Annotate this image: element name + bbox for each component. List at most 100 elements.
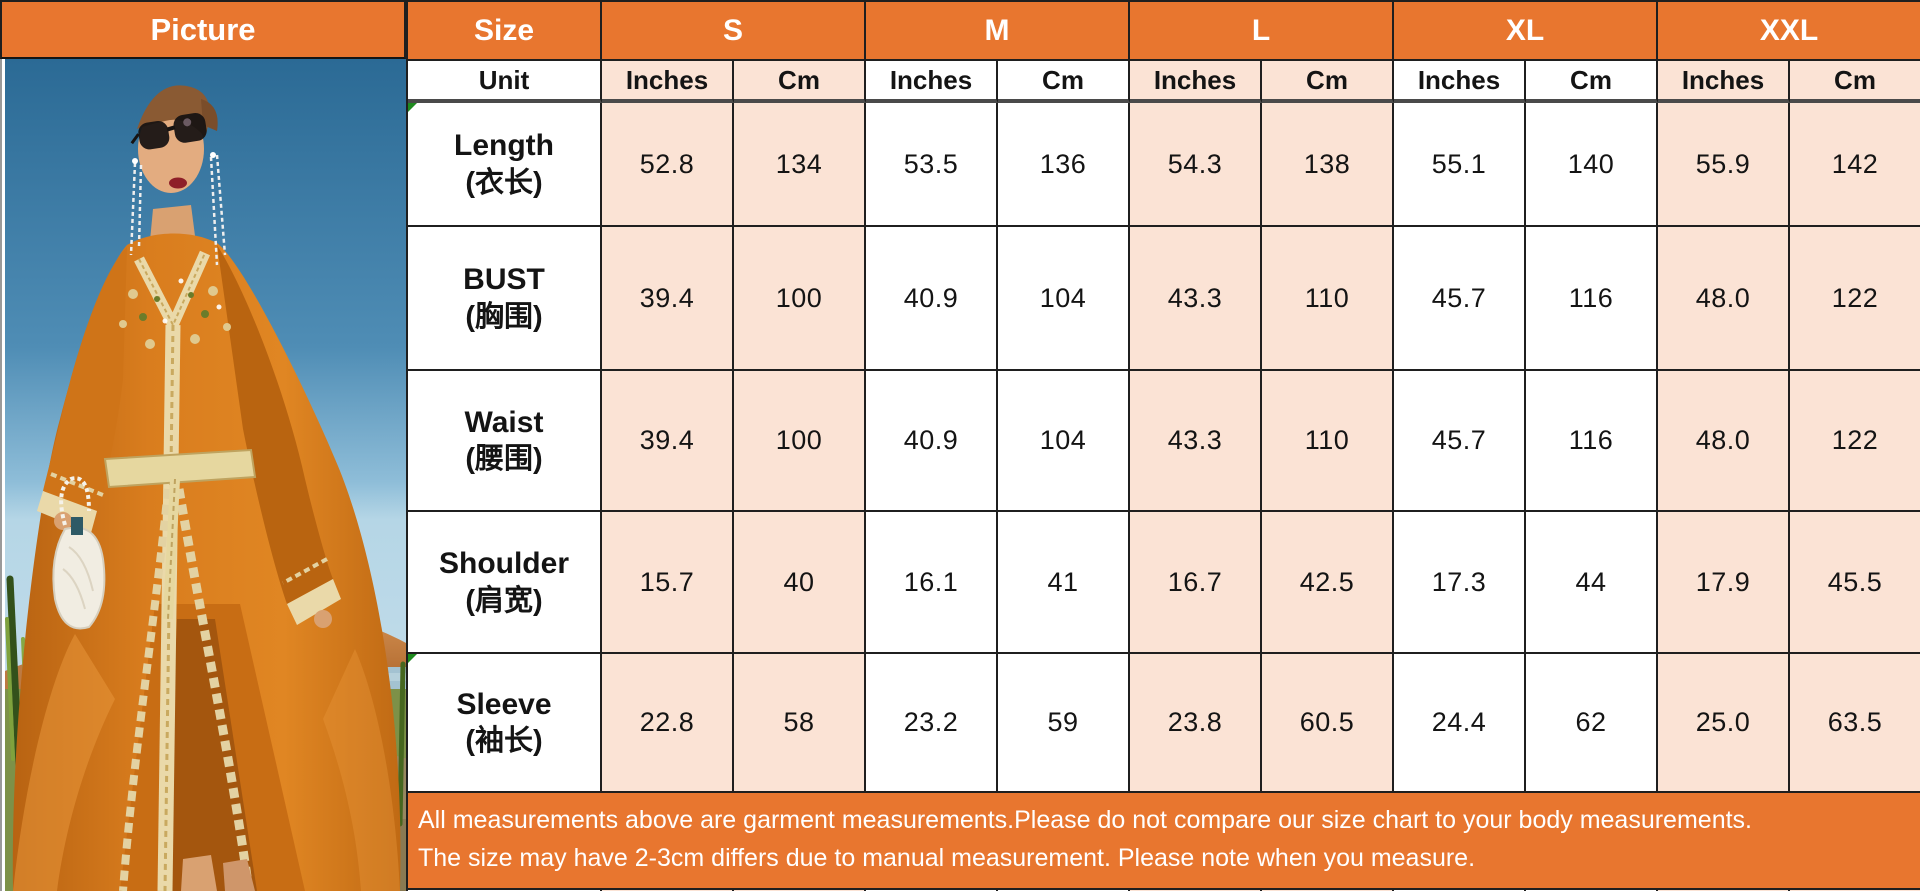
value-cell: 16.7	[1130, 512, 1262, 654]
size-m-label: M	[984, 13, 1010, 47]
row-label-en: Length	[454, 129, 554, 163]
value: 54.3	[1167, 148, 1223, 179]
value-cell: 116	[1526, 227, 1658, 371]
value: 40.9	[903, 425, 959, 455]
value: 22.8	[639, 707, 695, 737]
value: 62	[1575, 707, 1607, 737]
value: 104	[1039, 282, 1087, 313]
size-col-header-xxl: XXL	[1658, 2, 1920, 61]
value: 48.0	[1695, 282, 1751, 313]
picture-header-label: Picture	[150, 11, 256, 47]
value: 41	[1047, 566, 1079, 597]
unit-header-label: Unit	[478, 64, 530, 95]
value: 100	[775, 282, 823, 313]
product-photo	[0, 59, 408, 891]
value: 116	[1568, 282, 1614, 313]
value-cell: 23.8	[1130, 654, 1262, 793]
unit-cell-label: Cm	[778, 64, 820, 95]
value: 60.5	[1299, 707, 1355, 737]
value-cell: 100	[734, 227, 866, 371]
value: 48.0	[1695, 425, 1751, 455]
value-cell: 43.3	[1130, 371, 1262, 512]
unit-cell-label: Cm	[1306, 64, 1348, 95]
unit-header: Unit	[408, 61, 602, 103]
value-cell: 48.0	[1658, 371, 1790, 512]
value-cell: 104	[998, 227, 1130, 371]
value-cell: 45.7	[1394, 227, 1526, 371]
value-cell: 140	[1526, 103, 1658, 227]
value-cell: 55.9	[1658, 103, 1790, 227]
value: 110	[1304, 282, 1350, 313]
value-cell: 59	[998, 654, 1130, 793]
value: 142	[1831, 148, 1879, 179]
value-cell: 45.7	[1394, 371, 1526, 512]
size-table: Size S M L XL XXL Unit Inches Cm Inches …	[406, 0, 1920, 891]
value-cell: 17.3	[1394, 512, 1526, 654]
value-cell: 52.8	[602, 103, 734, 227]
value-cell: 42.5	[1262, 512, 1394, 654]
value: 100	[775, 425, 823, 455]
unit-cell: Inches	[1394, 61, 1526, 103]
unit-cell: Cm	[998, 61, 1130, 103]
unit-cell-label: Cm	[1042, 64, 1084, 95]
unit-cell: Inches	[602, 61, 734, 103]
value: 45.7	[1431, 282, 1487, 313]
value-cell: 55.1	[1394, 103, 1526, 227]
value: 24.4	[1431, 707, 1487, 737]
value: 44	[1575, 566, 1607, 597]
value-cell: 63.5	[1790, 654, 1920, 793]
value: 15.7	[639, 566, 695, 597]
value-cell: 23.2	[866, 654, 998, 793]
value-cell: 142	[1790, 103, 1920, 227]
value-cell: 48.0	[1658, 227, 1790, 371]
value-cell: 40	[734, 512, 866, 654]
value: 39.4	[639, 425, 695, 455]
row-label-bust: BUST (胸围)	[408, 227, 602, 371]
size-s-label: S	[722, 13, 743, 47]
row-label-zh: (肩宽)	[465, 584, 543, 617]
value: 104	[1039, 425, 1087, 455]
row-label-en: Waist	[464, 405, 544, 439]
unit-cell: Cm	[1262, 61, 1394, 103]
unit-cell: Cm	[1790, 61, 1920, 103]
value-cell: 60.5	[1262, 654, 1394, 793]
value-cell: 44	[1526, 512, 1658, 654]
row-label-en: Sleeve	[456, 687, 552, 721]
measurement-note: All measurements above are garment measu…	[408, 793, 1920, 890]
value: 53.5	[903, 148, 959, 179]
value: 25.0	[1695, 707, 1751, 737]
value: 138	[1303, 148, 1351, 179]
unit-cell-label: Inches	[625, 64, 709, 95]
unit-cell-label: Cm	[1570, 64, 1612, 95]
value: 43.3	[1167, 282, 1223, 313]
size-xxl-label: XXL	[1759, 13, 1819, 47]
size-col-header-xl: XL	[1394, 2, 1658, 61]
value: 43.3	[1167, 425, 1223, 455]
row-label-zh: (胸围)	[465, 300, 543, 333]
value-cell: 100	[734, 371, 866, 512]
value-cell: 53.5	[866, 103, 998, 227]
value-cell: 22.8	[602, 654, 734, 793]
value-cell: 136	[998, 103, 1130, 227]
value-cell: 110	[1262, 227, 1394, 371]
value: 59	[1047, 707, 1079, 737]
unit-cell: Cm	[1526, 61, 1658, 103]
unit-cell: Inches	[1130, 61, 1262, 103]
size-col-header-l: L	[1130, 2, 1394, 61]
picture-column: Picture	[0, 0, 408, 891]
value-cell: 39.4	[602, 227, 734, 371]
value-cell: 43.3	[1130, 227, 1262, 371]
unit-cell: Inches	[1658, 61, 1790, 103]
value-cell: 16.1	[866, 512, 998, 654]
value-cell: 17.9	[1658, 512, 1790, 654]
value-cell: 24.4	[1394, 654, 1526, 793]
value: 16.1	[903, 566, 959, 597]
size-col-header-s: S	[602, 2, 866, 61]
value-cell: 62	[1526, 654, 1658, 793]
row-label-waist: Waist (腰围)	[408, 371, 602, 512]
value: 42.5	[1299, 566, 1355, 597]
model-photo-illustration	[5, 59, 408, 891]
unit-cell-label: Cm	[1834, 64, 1876, 95]
value-cell: 134	[734, 103, 866, 227]
